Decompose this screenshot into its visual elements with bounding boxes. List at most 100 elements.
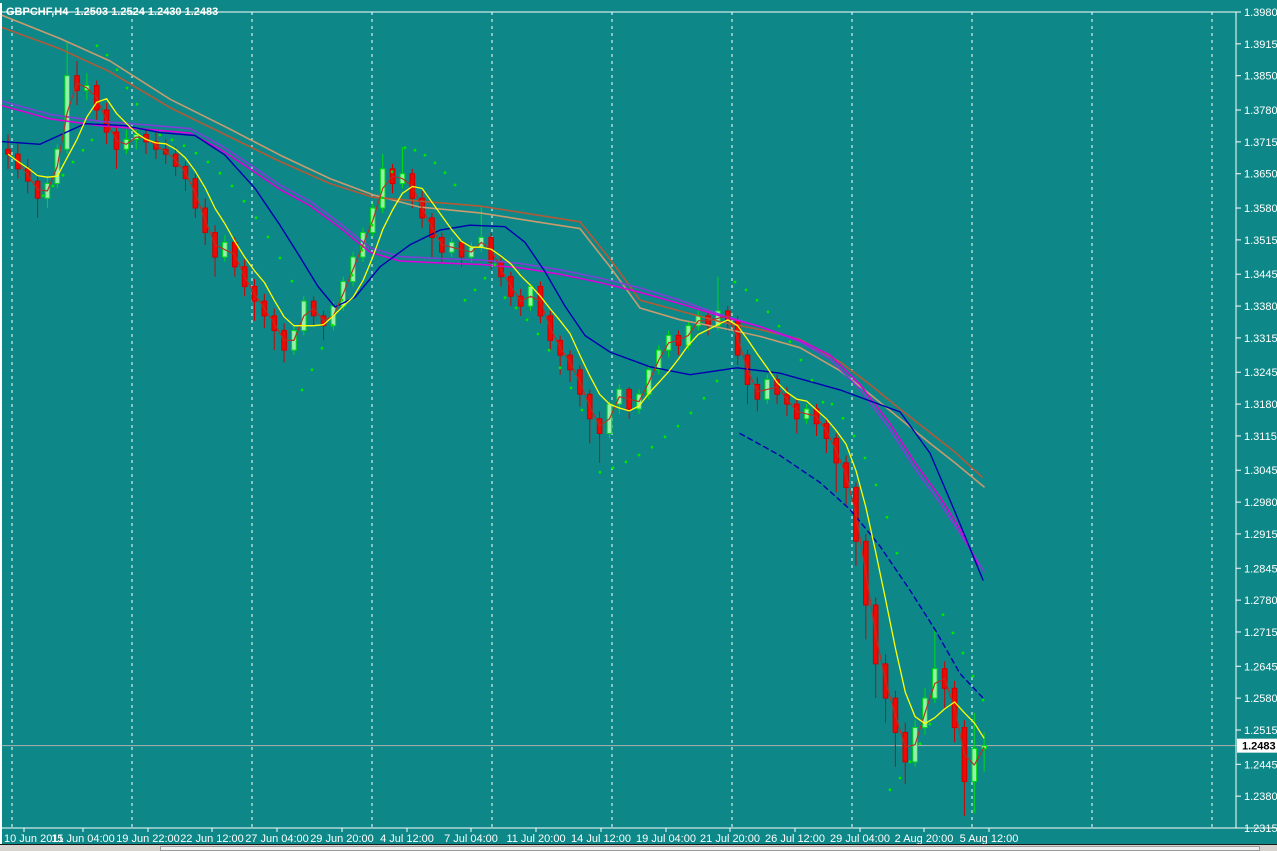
price-axis-label: 1.3780: [1244, 105, 1277, 117]
price-axis-label: 1.3380: [1244, 301, 1277, 313]
psar-dot: [370, 223, 374, 227]
psar-dot: [380, 196, 384, 200]
psar-dot: [624, 460, 628, 464]
psar-dot: [611, 466, 615, 470]
current-price-box: [1237, 738, 1277, 753]
horizontal-scrollbar[interactable]: [0, 844, 1277, 851]
psar-dot: [810, 378, 814, 382]
psar-dot: [663, 435, 667, 439]
price-axis-label: 1.2645: [1244, 661, 1277, 673]
price-axis-label: 1.2580: [1244, 693, 1277, 705]
scrollbar-thumb[interactable]: [160, 846, 1260, 851]
time-axis-label: 19 Jun 22:00: [116, 833, 180, 845]
psar-dot: [580, 408, 584, 412]
psar-dot: [493, 263, 497, 267]
quote-high: 1.2524: [111, 6, 145, 18]
psar-dot: [874, 483, 878, 487]
psar-dot: [125, 86, 129, 90]
time-axis-label: 7 Jul 04:00: [444, 833, 498, 845]
psar-dot: [689, 411, 693, 415]
symbol-period-label: GBPCHF,H4: [6, 6, 69, 18]
psar-dot: [898, 776, 902, 780]
time-axis-label: 29 Jun 20:00: [310, 833, 374, 845]
ma-slow-tan: [0, 13, 985, 488]
psar-dot: [463, 298, 467, 302]
psar-dot: [81, 148, 85, 152]
price-axis-label: 1.3445: [1244, 269, 1277, 281]
psar-dot: [278, 256, 282, 260]
psar-dot: [981, 698, 985, 702]
psar-dot: [895, 551, 899, 555]
psar-dot: [115, 68, 119, 72]
psar-dot: [453, 183, 457, 187]
ma-violet: [0, 99, 985, 573]
psar-dot: [218, 171, 222, 175]
price-axis-label: 1.3650: [1244, 169, 1277, 181]
psar-dot: [885, 515, 889, 519]
ma-magenta: [0, 104, 979, 566]
psar-dot: [766, 310, 770, 314]
price-axis-label: 1.2915: [1244, 529, 1277, 541]
quote-close: 1.2483: [184, 6, 219, 18]
psar-dot: [821, 400, 825, 404]
psar-dot: [483, 276, 487, 280]
psar-dot: [733, 280, 737, 284]
psar-dot: [473, 288, 477, 292]
psar-dot: [330, 323, 334, 327]
psar-dot: [90, 138, 94, 142]
psar-dot: [300, 388, 304, 392]
time-axis-label: 26 Jul 12:00: [765, 833, 825, 845]
psar-dot: [650, 445, 654, 449]
psar-dot: [598, 470, 602, 474]
time-axis-label: 11 Jul 20:00: [506, 833, 565, 845]
time-axis-label: 10 Jun 2011: [4, 833, 64, 845]
price-axis-label: 1.2515: [1244, 725, 1277, 737]
psar-dot: [433, 161, 437, 165]
price-axis-label: 1.2780: [1244, 595, 1277, 607]
price-axis-label: 1.3045: [1244, 465, 1277, 477]
psar-dot: [266, 235, 270, 239]
psar-dot: [403, 146, 407, 150]
psar-dot: [514, 306, 518, 310]
psar-dot: [170, 138, 174, 142]
time-axis-label: 29 Jul 04:00: [830, 833, 890, 845]
psar-dot: [254, 216, 258, 220]
psar-dot: [830, 402, 834, 406]
candle-bearish: [5, 148, 11, 155]
psar-dot: [61, 173, 65, 177]
psar-dot: [95, 44, 99, 48]
price-axis-label: 1.3245: [1244, 367, 1277, 379]
psar-dot: [971, 674, 975, 678]
price-axis-label: 1.3715: [1244, 137, 1277, 149]
psar-dot: [569, 386, 573, 390]
psar-dot: [423, 153, 427, 157]
quote-open: 1.2503: [74, 6, 109, 18]
psar-dot: [360, 248, 364, 252]
psar-dot: [755, 298, 759, 302]
ma-navy-dashed: [739, 432, 986, 701]
price-axis[interactable]: 1.3980 1.3915 1.3850 1.3780 1.3715 1.3650 1.35…: [1236, 7, 1277, 835]
time-axis-label: 21 Jul 20:00: [700, 833, 760, 845]
time-axis-label: 14 Jul 12:00: [571, 833, 631, 845]
psar-dot: [941, 613, 945, 617]
price-axis-label: 1.2380: [1244, 791, 1277, 803]
price-axis-label: 1.3580: [1244, 203, 1277, 215]
ma-fast-yellow: [7, 98, 985, 739]
psar-dot: [951, 631, 955, 635]
psar-dot: [525, 318, 529, 322]
price-axis-label: 1.2315: [1244, 823, 1277, 835]
price-axis-label: 1.3980: [1244, 7, 1277, 19]
psar-dot: [71, 160, 75, 164]
ma-navy: [0, 122, 984, 581]
psar-dot: [503, 296, 507, 300]
price-axis-label: 1.3515: [1244, 235, 1277, 247]
time-axis-label: 2 Aug 20:00: [895, 833, 954, 845]
psar-dot: [637, 453, 641, 457]
price-axis-label: 1.2715: [1244, 627, 1277, 639]
chart-title: GBPCHF,H4 1.2503 1.2524 1.2430 1.2483: [6, 6, 218, 18]
psar-dot: [799, 358, 803, 362]
